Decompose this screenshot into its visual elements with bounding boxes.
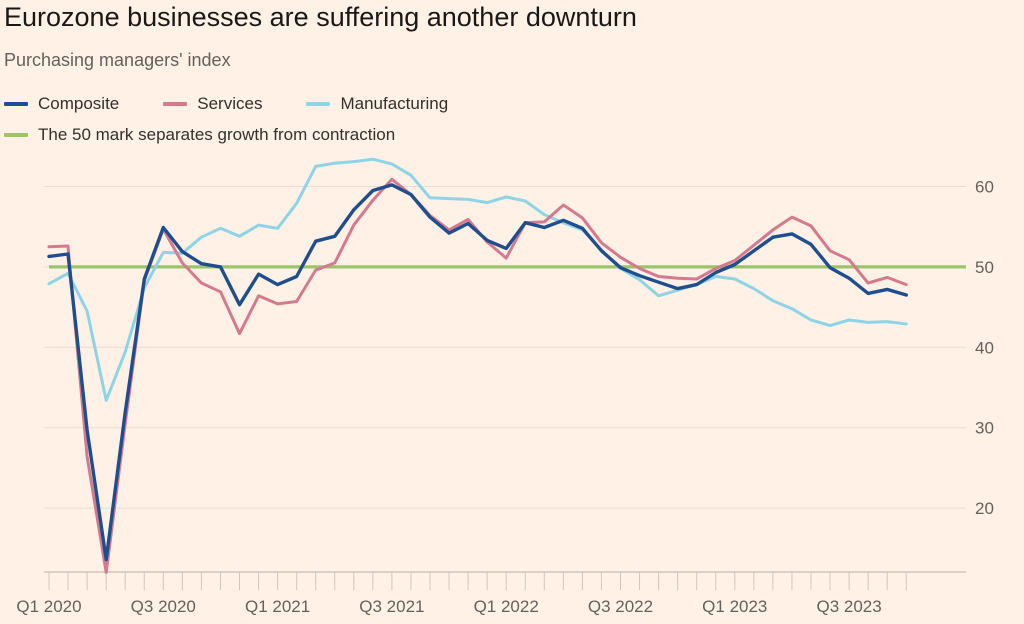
legend-swatch-manufacturing (306, 102, 331, 106)
series-line-manufacturing (47, 157, 908, 402)
x-tick-label-3: Q3 2021 (359, 597, 424, 616)
x-tick-label-4: Q1 2022 (474, 597, 539, 616)
x-tick-label-7: Q3 2023 (816, 597, 881, 616)
y-tick-label-20: 20 (975, 499, 994, 518)
legend-swatch-threshold (4, 133, 28, 137)
legend-label-services: Services (197, 94, 263, 113)
x-tick-label-2: Q1 2021 (245, 597, 310, 616)
legend-threshold: The 50 mark separates growth from contra… (4, 125, 439, 145)
legend-swatch-services (163, 102, 188, 106)
legend-item-services: Services (163, 94, 262, 114)
chart-subtitle: Purchasing managers' index (4, 50, 231, 70)
legend-label-threshold: The 50 mark separates growth from contra… (38, 125, 396, 144)
series-line-composite (47, 183, 908, 562)
legend-label-composite: Composite (38, 94, 120, 113)
legend: Composite Services Manufacturing (4, 94, 492, 114)
y-tick-label-60: 60 (975, 178, 994, 197)
x-tick-label-0: Q1 2020 (16, 597, 81, 616)
y-tick-label-30: 30 (975, 419, 994, 438)
x-tick-label-1: Q3 2020 (131, 597, 196, 616)
legend-item-threshold: The 50 mark separates growth from contra… (4, 125, 395, 145)
x-tick-label-6: Q1 2023 (702, 597, 767, 616)
chart-title: Eurozone businesses are suffering anothe… (4, 2, 637, 32)
legend-item-composite: Composite (4, 94, 119, 114)
legend-label-manufacturing: Manufacturing (340, 94, 449, 113)
y-tick-label-50: 50 (975, 258, 994, 277)
y-tick-label-40: 40 (975, 338, 994, 357)
legend-swatch-composite (4, 102, 28, 106)
legend-item-manufacturing: Manufacturing (306, 94, 448, 114)
x-tick-label-5: Q3 2022 (588, 597, 653, 616)
series-line-services (47, 177, 908, 574)
